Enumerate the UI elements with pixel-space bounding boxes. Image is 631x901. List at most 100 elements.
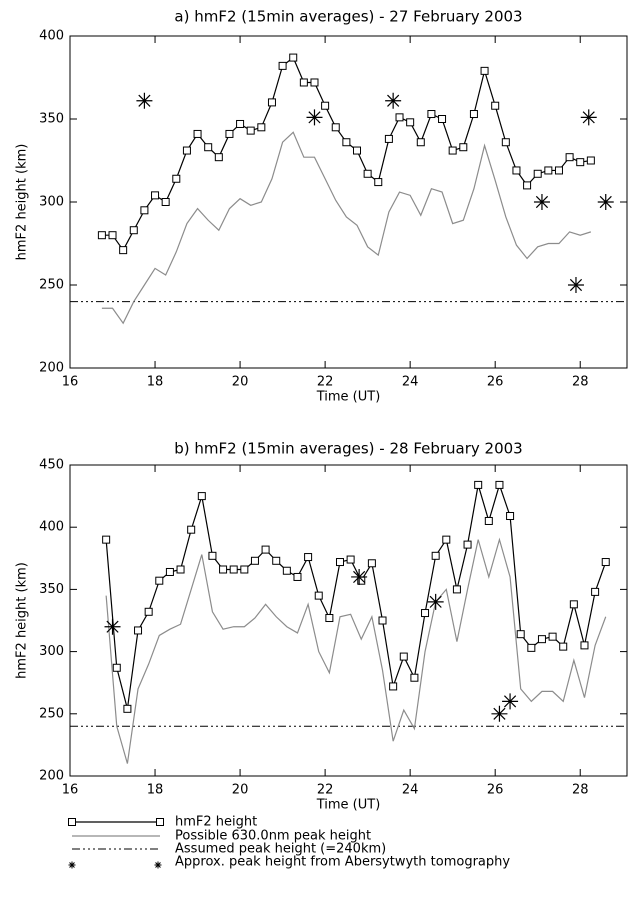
y-tick-label: 400 bbox=[39, 29, 64, 44]
x-tick-label: 26 bbox=[487, 783, 504, 798]
square-marker bbox=[501, 138, 510, 147]
square-marker bbox=[399, 652, 408, 661]
square-marker bbox=[395, 113, 404, 122]
asterisk-marker bbox=[385, 92, 402, 109]
square-marker bbox=[261, 545, 270, 554]
y-tick-label: 200 bbox=[39, 361, 64, 376]
square-marker bbox=[459, 143, 468, 152]
plot-frame bbox=[69, 464, 628, 777]
square-marker bbox=[165, 567, 174, 576]
square-marker bbox=[293, 572, 302, 581]
square-marker bbox=[484, 516, 493, 525]
square-marker bbox=[102, 535, 111, 544]
square-marker bbox=[236, 119, 245, 128]
square-marker bbox=[410, 673, 419, 682]
square-marker bbox=[155, 576, 164, 585]
square-marker bbox=[384, 134, 393, 143]
asterisk-marker bbox=[502, 693, 519, 710]
square-marker bbox=[187, 525, 196, 534]
x-tick-label: 16 bbox=[62, 375, 79, 390]
square-marker bbox=[416, 138, 425, 147]
legend-swatch bbox=[154, 861, 162, 869]
asterisk-marker bbox=[597, 194, 614, 210]
square-marker bbox=[421, 609, 430, 618]
x-tick-label: 24 bbox=[402, 783, 419, 798]
square-marker bbox=[134, 626, 143, 635]
square-marker bbox=[442, 535, 451, 544]
x-tick-label: 18 bbox=[147, 783, 164, 798]
legend-swatch bbox=[156, 818, 164, 826]
square-marker bbox=[289, 53, 298, 62]
square-marker bbox=[267, 98, 276, 107]
square-marker bbox=[353, 146, 362, 155]
square-marker bbox=[448, 146, 457, 155]
square-marker bbox=[144, 607, 153, 616]
x-tick-label: 22 bbox=[317, 375, 334, 390]
square-marker bbox=[495, 480, 504, 489]
square-marker bbox=[299, 78, 308, 87]
square-marker bbox=[601, 558, 610, 567]
asterisk-marker bbox=[567, 277, 584, 293]
square-marker bbox=[304, 553, 313, 562]
square-marker bbox=[112, 663, 121, 672]
legend-label: Possible 630.0nm peak height bbox=[175, 829, 371, 844]
square-marker bbox=[97, 231, 106, 240]
y-tick-label: 350 bbox=[39, 112, 64, 127]
square-marker bbox=[161, 198, 170, 206]
square-marker bbox=[406, 118, 415, 127]
x-tick-label: 18 bbox=[147, 375, 164, 390]
square-marker bbox=[151, 191, 160, 200]
square-marker bbox=[367, 559, 376, 568]
square-marker bbox=[193, 129, 202, 138]
y-tick-label: 450 bbox=[39, 458, 64, 473]
x-tick-label: 16 bbox=[62, 783, 79, 798]
square-marker bbox=[580, 641, 589, 650]
legend-entry: hmF2 height bbox=[68, 815, 257, 830]
legend-entry: Possible 630.0nm peak height bbox=[72, 829, 371, 844]
legend-swatch bbox=[68, 818, 76, 826]
square-marker bbox=[591, 587, 600, 596]
square-marker bbox=[246, 126, 255, 135]
square-marker bbox=[565, 153, 574, 162]
x-tick-label: 20 bbox=[232, 783, 249, 798]
legend-swatch bbox=[68, 861, 76, 869]
x-tick-label: 28 bbox=[572, 783, 589, 798]
square-marker bbox=[427, 110, 436, 119]
y-tick-label: 250 bbox=[39, 278, 64, 293]
asterisk-marker bbox=[306, 109, 323, 126]
square-marker bbox=[374, 178, 383, 187]
square-marker bbox=[559, 642, 568, 651]
square-marker bbox=[516, 630, 525, 639]
square-marker bbox=[214, 153, 223, 162]
square-marker bbox=[389, 682, 398, 691]
square-marker bbox=[176, 565, 185, 574]
square-marker bbox=[431, 551, 440, 560]
square-marker bbox=[219, 565, 228, 574]
square-marker bbox=[537, 635, 546, 644]
square-marker bbox=[506, 512, 515, 521]
square-marker bbox=[452, 585, 461, 594]
square-marker bbox=[569, 600, 578, 609]
x-tick-label: 28 bbox=[572, 375, 589, 390]
chart-title: a) hmF2 (15min averages) - 27 February 2… bbox=[174, 8, 522, 26]
x-tick-label: 20 bbox=[232, 375, 249, 390]
asterisk-marker bbox=[580, 109, 597, 126]
square-marker bbox=[321, 101, 330, 110]
square-marker bbox=[463, 540, 472, 549]
legend-entry: Assumed peak height (=240km) bbox=[72, 842, 386, 857]
square-marker bbox=[331, 123, 340, 132]
square-marker bbox=[208, 551, 217, 560]
asterisk-marker bbox=[491, 705, 508, 722]
square-marker bbox=[197, 492, 206, 501]
square-marker bbox=[240, 565, 249, 574]
square-marker bbox=[533, 169, 542, 178]
y-tick-label: 250 bbox=[39, 706, 64, 721]
legend-label: hmF2 height bbox=[175, 815, 257, 830]
square-marker bbox=[123, 704, 132, 713]
square-marker bbox=[182, 146, 191, 155]
series-line bbox=[101, 56, 591, 252]
square-marker bbox=[272, 556, 281, 565]
series-line bbox=[101, 131, 592, 325]
